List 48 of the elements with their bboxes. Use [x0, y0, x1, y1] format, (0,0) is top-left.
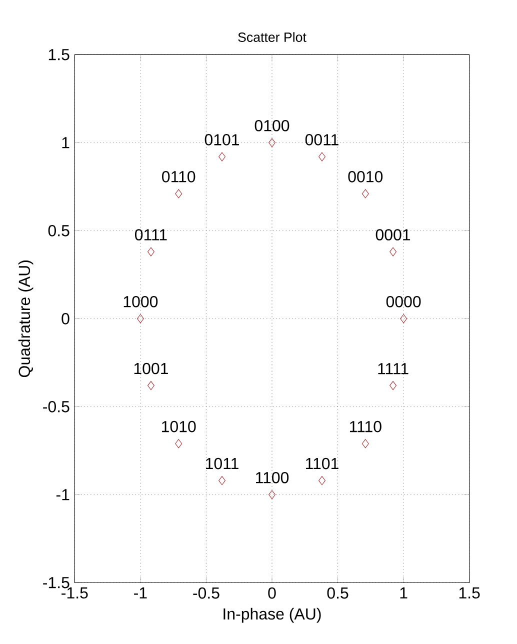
point	[390, 381, 396, 390]
annotation: 0001	[376, 229, 410, 240]
y-tick-label: -1	[56, 489, 70, 500]
annotation: 0111	[134, 229, 167, 240]
point	[218, 476, 226, 486]
point	[318, 152, 326, 162]
chart-title: Scatter Plot	[238, 32, 306, 42]
point	[390, 247, 396, 256]
x-tick-label: 0.5	[327, 587, 348, 599]
y-tick-label: 1.5	[48, 49, 70, 60]
point	[318, 476, 326, 486]
annotation: 0000	[386, 296, 421, 308]
point	[362, 189, 369, 198]
point	[218, 152, 226, 162]
point	[147, 247, 154, 256]
y-axis-title: Quadrature (AU)	[18, 260, 34, 378]
annotation: 1101	[306, 458, 338, 470]
y-tick-label: 1	[62, 137, 70, 148]
annotation: 0101	[204, 134, 240, 146]
annotation: 1110	[350, 420, 382, 432]
y-tick-label: -0.5	[43, 401, 70, 412]
point	[268, 490, 276, 500]
x-axis-title: In-phase (AU)	[224, 608, 321, 623]
point	[136, 314, 144, 324]
annotation: 1111	[378, 363, 408, 374]
x-tick-label: 0	[268, 587, 276, 599]
annotation: 0011	[305, 134, 338, 146]
annotation: 0110	[162, 171, 196, 182]
annotation: 1001	[134, 362, 168, 374]
point	[362, 439, 369, 448]
x-tick-label: 1	[400, 587, 408, 598]
y-tick-label: 0.5	[48, 225, 70, 236]
y-tick-label: -1.5	[43, 577, 70, 588]
point	[175, 439, 182, 448]
annotation: 1010	[162, 420, 196, 432]
annotation: 1100	[256, 472, 289, 484]
x-tick-label: -0.5	[193, 587, 220, 599]
point	[175, 189, 182, 198]
x-tick-label: 1.5	[459, 587, 480, 599]
point	[147, 381, 154, 390]
annotation: 0100	[254, 120, 290, 132]
annotation: 1011	[206, 458, 238, 470]
point	[268, 138, 276, 148]
x-tick-label: -1	[134, 587, 147, 598]
annotation: 0010	[348, 171, 383, 182]
y-tick-label: 0	[62, 313, 70, 324]
point	[400, 314, 408, 324]
annotation: 1000	[124, 296, 158, 308]
